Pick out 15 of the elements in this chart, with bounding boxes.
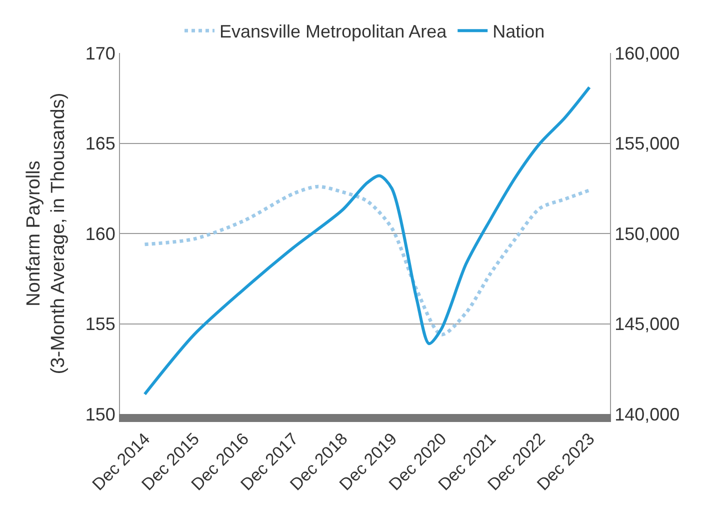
y2-tick-label: 140,000 bbox=[614, 404, 680, 424]
y2-tick-label: 155,000 bbox=[614, 134, 680, 154]
y-tick-label: 170 bbox=[85, 43, 116, 64]
y-tick-label: 165 bbox=[85, 134, 116, 154]
y-tick-label: 150 bbox=[85, 404, 116, 424]
legend-label: Nation bbox=[492, 22, 545, 42]
legend-label: Evansville Metropolitan Area bbox=[220, 22, 448, 42]
y-tick-label: 155 bbox=[85, 314, 116, 334]
y2-tick-label: 145,000 bbox=[614, 314, 680, 334]
y-axis-title: Nonfarm Payrolls (3-Month Average, in Thousands) bbox=[24, 92, 70, 374]
y2-tick-label: 150,000 bbox=[614, 224, 680, 244]
line-series bbox=[143, 184, 592, 336]
line-series bbox=[143, 86, 591, 396]
y2-tick-label: 160,000 bbox=[614, 43, 680, 64]
y-tick-label: 160 bbox=[85, 224, 116, 244]
